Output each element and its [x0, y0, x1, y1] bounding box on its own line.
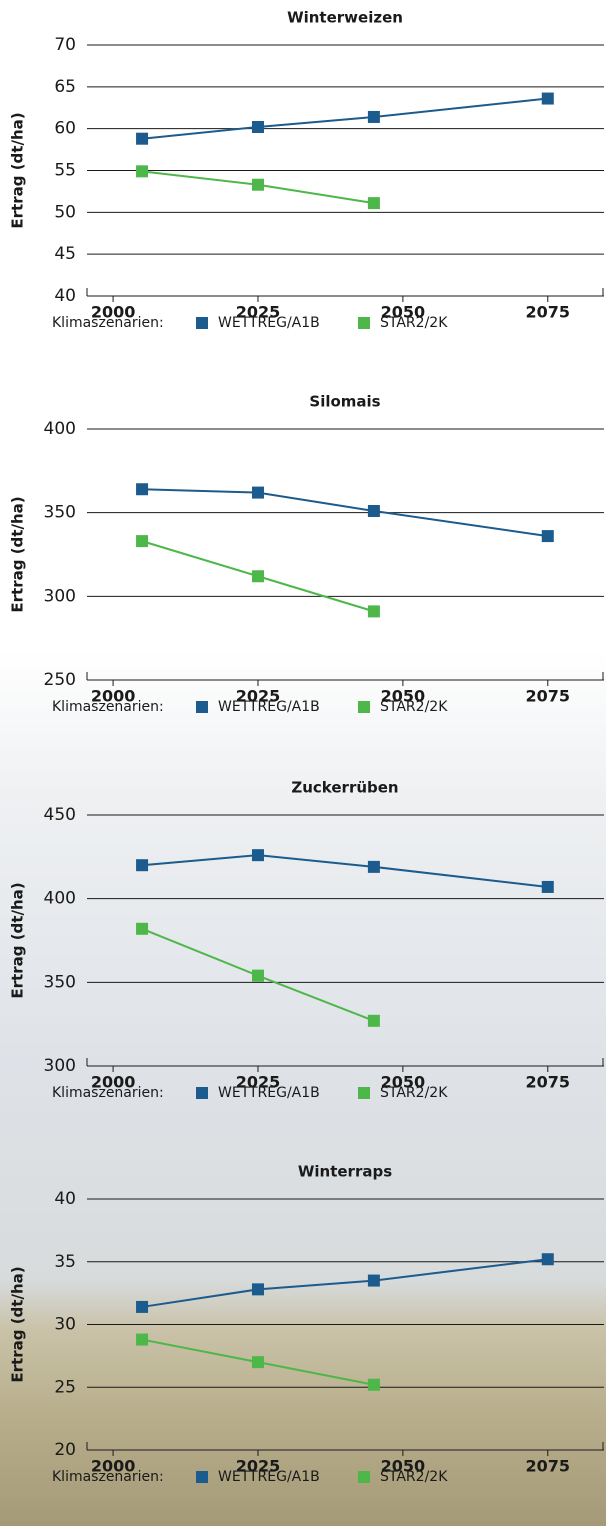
data-point [251, 178, 264, 191]
legend-label: STAR2/2K [380, 1469, 448, 1485]
data-point [367, 1274, 380, 1287]
y-tick-label: 45 [54, 244, 76, 264]
x-tick-label: 2025 [236, 303, 281, 322]
y-tick-label: 70 [54, 35, 76, 55]
legend-label: WETTREG/A1B [218, 315, 320, 331]
y-tick-label: 60 [54, 119, 76, 139]
chart-title: Winterweizen [287, 9, 403, 27]
data-point [136, 1333, 149, 1346]
x-tick-label: 2000 [91, 303, 136, 322]
legend-label: STAR2/2K [380, 699, 448, 715]
x-tick-label: 2025 [236, 687, 281, 706]
y-tick-label: 40 [54, 1189, 76, 1209]
data-point [367, 605, 380, 618]
x-tick-label: 2025 [236, 1073, 281, 1092]
x-tick-label: 2000 [91, 687, 136, 706]
y-tick-label: 250 [44, 670, 76, 690]
y-tick-label: 20 [54, 1440, 76, 1460]
x-tick-label: 2025 [236, 1457, 281, 1476]
y-tick-label: 450 [44, 805, 76, 825]
x-tick-label: 2050 [381, 687, 426, 706]
x-tick-label: 2050 [381, 303, 426, 322]
data-point [251, 1283, 264, 1296]
data-point [251, 969, 264, 982]
x-tick-label: 2075 [526, 1073, 571, 1092]
chart-title: Zuckerrüben [291, 779, 398, 797]
data-point [251, 120, 264, 133]
data-point [251, 1356, 264, 1369]
x-tick-label: 2050 [381, 1073, 426, 1092]
data-point [367, 1378, 380, 1391]
y-axis-label: Ertrag (dt/ha) [9, 882, 27, 998]
data-point [251, 849, 264, 862]
y-tick-label: 25 [54, 1377, 76, 1397]
y-tick-label: 400 [44, 419, 76, 439]
series-line [141, 854, 548, 888]
data-point [367, 197, 380, 210]
y-tick-label: 400 [44, 889, 76, 909]
x-tick-label: 2000 [91, 1457, 136, 1476]
chart-title: Winterraps [298, 1163, 392, 1181]
y-axis-label: Ertrag (dt/ha) [9, 112, 27, 228]
legend-swatch [196, 317, 208, 329]
legend-title: Klimaszenarien: [52, 315, 164, 331]
y-tick-label: 35 [54, 1252, 76, 1272]
y-tick-label: 40 [54, 286, 76, 306]
legend-label: STAR2/2K [380, 1085, 448, 1101]
legend-label: WETTREG/A1B [218, 699, 320, 715]
y-tick-label: 30 [54, 1315, 76, 1335]
legend-label: WETTREG/A1B [218, 1469, 320, 1485]
series-line [141, 97, 548, 140]
data-point [541, 1253, 554, 1266]
y-tick-label: 350 [44, 972, 76, 992]
legend-swatch [358, 701, 370, 713]
x-tick-label: 2050 [381, 1457, 426, 1476]
data-point [136, 165, 149, 178]
data-point [136, 535, 149, 548]
y-axis-label: Ertrag (dt/ha) [9, 1266, 27, 1382]
y-tick-label: 50 [54, 202, 76, 222]
data-point [367, 860, 380, 873]
legend-swatch [358, 1087, 370, 1099]
data-point [136, 483, 149, 496]
y-tick-label: 55 [54, 161, 76, 181]
series-line [142, 488, 548, 538]
legend-swatch [358, 317, 370, 329]
legend-swatch [358, 1471, 370, 1483]
data-point [367, 1014, 380, 1027]
y-tick-label: 65 [54, 77, 76, 97]
legend-swatch [196, 701, 208, 713]
data-point [136, 859, 149, 872]
data-point [251, 486, 264, 499]
data-point [136, 1300, 149, 1313]
y-tick-label: 300 [44, 586, 76, 606]
legend-title: Klimaszenarien: [52, 1085, 164, 1101]
data-point [541, 530, 554, 543]
x-tick-label: 2075 [526, 1457, 571, 1476]
series-line [141, 1258, 548, 1308]
legend-title: Klimaszenarien: [52, 1469, 164, 1485]
x-tick-label: 2000 [91, 1073, 136, 1092]
data-point [541, 880, 554, 893]
y-tick-label: 300 [44, 1056, 76, 1076]
data-point [251, 570, 264, 583]
y-tick-label: 350 [44, 503, 76, 523]
chart-title: Silomais [309, 393, 380, 411]
data-point [136, 922, 149, 935]
x-tick-label: 2075 [526, 303, 571, 322]
legend-swatch [196, 1471, 208, 1483]
legend-label: WETTREG/A1B [218, 1085, 320, 1101]
y-axis-label: Ertrag (dt/ha) [9, 496, 27, 612]
x-tick-label: 2075 [526, 687, 571, 706]
data-point [367, 110, 380, 123]
data-point [541, 92, 554, 105]
legend-swatch [196, 1087, 208, 1099]
legend-label: STAR2/2K [380, 315, 448, 331]
legend-title: Klimaszenarien: [52, 699, 164, 715]
data-point [367, 504, 380, 517]
data-point [136, 132, 149, 145]
